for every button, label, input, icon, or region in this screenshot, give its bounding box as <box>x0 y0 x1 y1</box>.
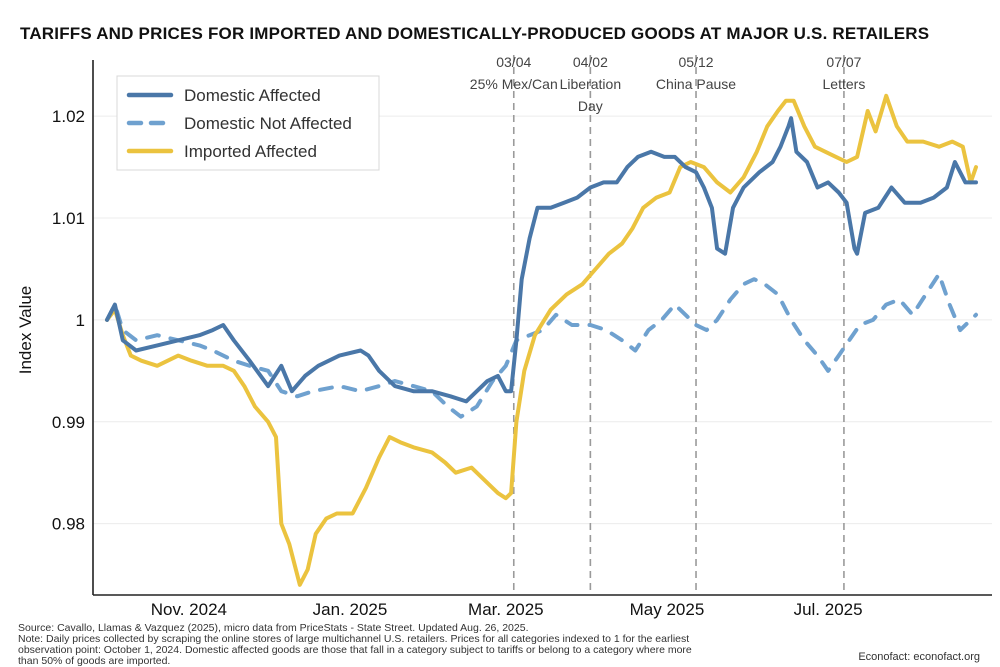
event-annotation: Day <box>578 98 603 114</box>
series-lines <box>105 93 978 587</box>
event-annotation: Letters <box>823 76 866 92</box>
legend-box <box>116 75 380 171</box>
footnote-note-line-2: observation point: October 1, 2024. Dome… <box>18 644 692 656</box>
legend-label: Domestic Affected <box>184 86 321 105</box>
y-tick-label: 1.02 <box>52 107 85 126</box>
y-tick-label: 1.01 <box>52 209 85 228</box>
event-annotation: Liberation <box>560 76 622 92</box>
y-tick-label: 0.99 <box>52 413 85 432</box>
event-annotation: 04/02 <box>573 54 608 70</box>
y-tick-label: 1 <box>76 311 85 330</box>
event-annotation: 03/04 <box>496 54 531 70</box>
x-tick-label: Nov. 2024 <box>151 600 227 619</box>
footnote-source: Source: Cavallo, Llamas & Vazquez (2025)… <box>18 622 529 634</box>
series-line <box>105 93 978 587</box>
legend-label: Imported Affected <box>184 142 317 161</box>
footnote-note-line-3: than 50% of goods are imported. <box>18 655 171 667</box>
chart-title: TARIFFS AND PRICES FOR IMPORTED AND DOME… <box>20 24 929 43</box>
series-line <box>105 272 978 419</box>
series-line <box>105 116 978 404</box>
footnote-note-line-1: Note: Daily prices collected by scraping… <box>18 633 690 645</box>
event-annotation: 05/12 <box>678 54 713 70</box>
event-annotation: 07/07 <box>826 54 861 70</box>
y-tick-labels: 0.98 0.99 1 1.01 1.02 <box>52 107 85 534</box>
legend-label: Domestic Not Affected <box>184 114 352 133</box>
x-tick-label: May 2025 <box>630 600 705 619</box>
credit-text: Econofact: econofact.org <box>858 651 980 663</box>
x-tick-label: Mar. 2025 <box>468 600 544 619</box>
event-lines: 03/04 25% Mex/Can 04/02 Liberation Day 05/12 C… <box>470 54 866 595</box>
event-annotation: China Pause <box>656 76 736 92</box>
axes <box>92 60 992 596</box>
event-annotation: 25% Mex/Can <box>470 76 558 92</box>
legend: Domestic Affected Domestic Not Affected Im… <box>116 75 380 171</box>
y-axis-label: Index Value <box>16 286 35 375</box>
y-tick-label: 0.98 <box>52 515 85 534</box>
x-tick-label: Jan. 2025 <box>313 600 388 619</box>
x-tick-labels: Nov. 2024 Jan. 2025 Mar. 2025 May 2025 Jul. … <box>151 600 863 619</box>
x-tick-label: Jul. 2025 <box>794 600 863 619</box>
